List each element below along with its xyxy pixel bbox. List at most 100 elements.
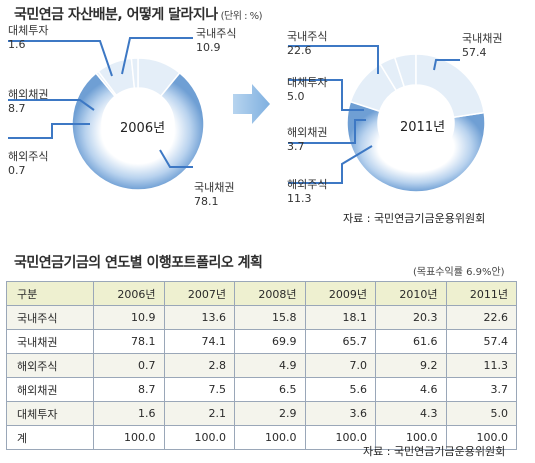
label-2011-dom-bond: 국내채권 57.4 (462, 32, 502, 60)
label-2006-alt-name: 대체투자 (8, 24, 49, 37)
pie-hole (378, 85, 454, 161)
row-label: 계 (6, 425, 94, 450)
page-title-text: 국민연금 자산배분, 어떻게 달라지나 (14, 7, 218, 23)
table-cell: 100.0 (234, 425, 306, 450)
col-header: 2007년 (163, 281, 235, 306)
table-cell: 9.2 (375, 353, 447, 378)
table-cell: 5.0 (445, 401, 517, 426)
col-header: 2010년 (375, 281, 447, 306)
table-cell: 10.9 (93, 305, 165, 330)
label-2006-for-bond: 해외채권 8.7 (8, 88, 48, 116)
table-cell: 20.3 (375, 305, 447, 330)
table-title: 국민연금기금의 연도별 이행포트폴리오 계획 (14, 255, 263, 271)
label-2011-dom-equity: 국내주식 22.6 (287, 30, 327, 58)
table-cell: 5.6 (304, 377, 376, 402)
table-cell: 4.6 (375, 377, 447, 402)
row-label: 국내주식 (6, 305, 94, 330)
label-2011-dom-bond-value: 57.4 (462, 46, 487, 59)
label-2011-alt: 대체투자 5.0 (287, 76, 327, 104)
table-cell: 4.3 (375, 401, 447, 426)
pie-hole (102, 88, 174, 160)
table-cell: 100.0 (445, 425, 517, 450)
col-header: 2009년 (304, 281, 376, 306)
label-2006-dom-equity: 국내주식 10.9 (196, 27, 236, 55)
label-2006-dom-equity-name: 국내주식 (196, 27, 237, 40)
source-top: 자료 : 국민연금기금운용위원회 (343, 212, 486, 225)
table-body: 국내주식 10.9 13.6 15.8 18.1 20.3 22.6 국내채권 78.1 74.1… (6, 305, 517, 450)
table-cell: 13.6 (163, 305, 235, 330)
table-cell: 100.0 (163, 425, 235, 450)
table-cell: 100.0 (375, 425, 447, 450)
center-label-2011: 2011년 (400, 120, 446, 135)
table-row: 국내주식 10.9 13.6 15.8 18.1 20.3 22.6 (6, 305, 517, 330)
table-cell: 22.6 (445, 305, 517, 330)
table-note: (목표수익률 6.9%안) (413, 267, 505, 278)
table-cell: 100.0 (93, 425, 165, 450)
table-cell: 69.9 (234, 329, 306, 354)
label-2006-for-bond-name: 해외채권 (8, 88, 49, 101)
col-header: 2006년 (93, 281, 165, 306)
label-2011-for-equity: 해외주식 11.3 (287, 178, 327, 206)
table-cell: 2.1 (163, 401, 235, 426)
label-2011-dom-equity-value: 22.6 (287, 44, 312, 57)
label-2006-alt-value: 1.6 (8, 38, 26, 51)
table-row: 해외채권 8.7 7.5 6.5 5.6 4.6 3.7 (6, 377, 517, 402)
table-cell: 65.7 (304, 329, 376, 354)
table-cell: 2.9 (234, 401, 306, 426)
label-2011-dom-equity-name: 국내주식 (287, 30, 328, 43)
table-cell: 1.6 (93, 401, 165, 426)
table-cell: 4.9 (234, 353, 306, 378)
col-header: 2008년 (234, 281, 306, 306)
portfolio-table: 구분 2006년 2007년 2008년 2009년 2010년 2011년 국… (6, 281, 517, 450)
table-cell: 3.6 (304, 401, 376, 426)
table-cell: 61.6 (375, 329, 447, 354)
label-2006-dom-bond: 국내채권 78.1 (194, 181, 234, 209)
table-cell: 7.5 (163, 377, 235, 402)
table-cell: 78.1 (93, 329, 165, 354)
col-header: 2011년 (445, 281, 517, 306)
table-header-row: 구분 2006년 2007년 2008년 2009년 2010년 2011년 (6, 281, 517, 306)
label-2011-dom-bond-name: 국내채권 (462, 32, 503, 45)
label-2006-dom-bond-value: 78.1 (194, 195, 219, 208)
label-2006-for-bond-value: 8.7 (8, 102, 26, 115)
table-cell: 3.7 (445, 377, 517, 402)
page-title: 국민연금 자산배분, 어떻게 달라지나 (단위 : %) (14, 4, 263, 24)
table-cell: 8.7 (93, 377, 165, 402)
table-row: 계 100.0 100.0 100.0 100.0 100.0 100.0 (6, 425, 517, 450)
label-2006-dom-bond-name: 국내채권 (194, 181, 235, 194)
table-row: 대체투자 1.6 2.1 2.9 3.6 4.3 5.0 (6, 401, 517, 426)
label-2011-alt-value: 5.0 (287, 90, 305, 103)
label-2011-for-bond-value: 3.7 (287, 140, 305, 153)
arrow-icon (233, 84, 270, 124)
table-cell: 6.5 (234, 377, 306, 402)
pie-2006 (71, 57, 205, 191)
unit-note: (단위 : %) (220, 11, 263, 22)
table-cell: 74.1 (163, 329, 235, 354)
source-bottom: 자료 : 국민연금기금운용위원회 (363, 445, 506, 458)
label-2006-for-equity-value: 0.7 (8, 164, 26, 177)
table-cell: 2.8 (163, 353, 235, 378)
table-cell: 11.3 (445, 353, 517, 378)
label-2011-for-bond: 해외채권 3.7 (287, 126, 327, 154)
leaders-2011 (288, 45, 460, 184)
label-2006-dom-equity-value: 10.9 (196, 41, 221, 54)
row-label: 해외주식 (6, 353, 94, 378)
table-cell: 0.7 (93, 353, 165, 378)
table-row: 국내채권 78.1 74.1 69.9 65.7 61.6 57.4 (6, 329, 517, 354)
table-cell: 18.1 (304, 305, 376, 330)
label-2011-for-equity-name: 해외주식 (287, 178, 328, 191)
row-label: 해외채권 (6, 377, 94, 402)
label-2011-for-bond-name: 해외채권 (287, 126, 328, 139)
table-row: 해외주식 0.7 2.8 4.9 7.0 9.2 11.3 (6, 353, 517, 378)
table-cell: 7.0 (304, 353, 376, 378)
table-cell: 57.4 (445, 329, 517, 354)
leaders-2006 (8, 37, 193, 168)
label-2006-for-equity: 해외주식 0.7 (8, 150, 48, 178)
row-label: 국내채권 (6, 329, 94, 354)
row-label: 대체투자 (6, 401, 94, 426)
label-2011-for-equity-value: 11.3 (287, 192, 312, 205)
center-label-2006: 2006년 (120, 121, 166, 136)
label-2006-for-equity-name: 해외주식 (8, 150, 49, 163)
label-2011-alt-name: 대체투자 (287, 76, 328, 89)
